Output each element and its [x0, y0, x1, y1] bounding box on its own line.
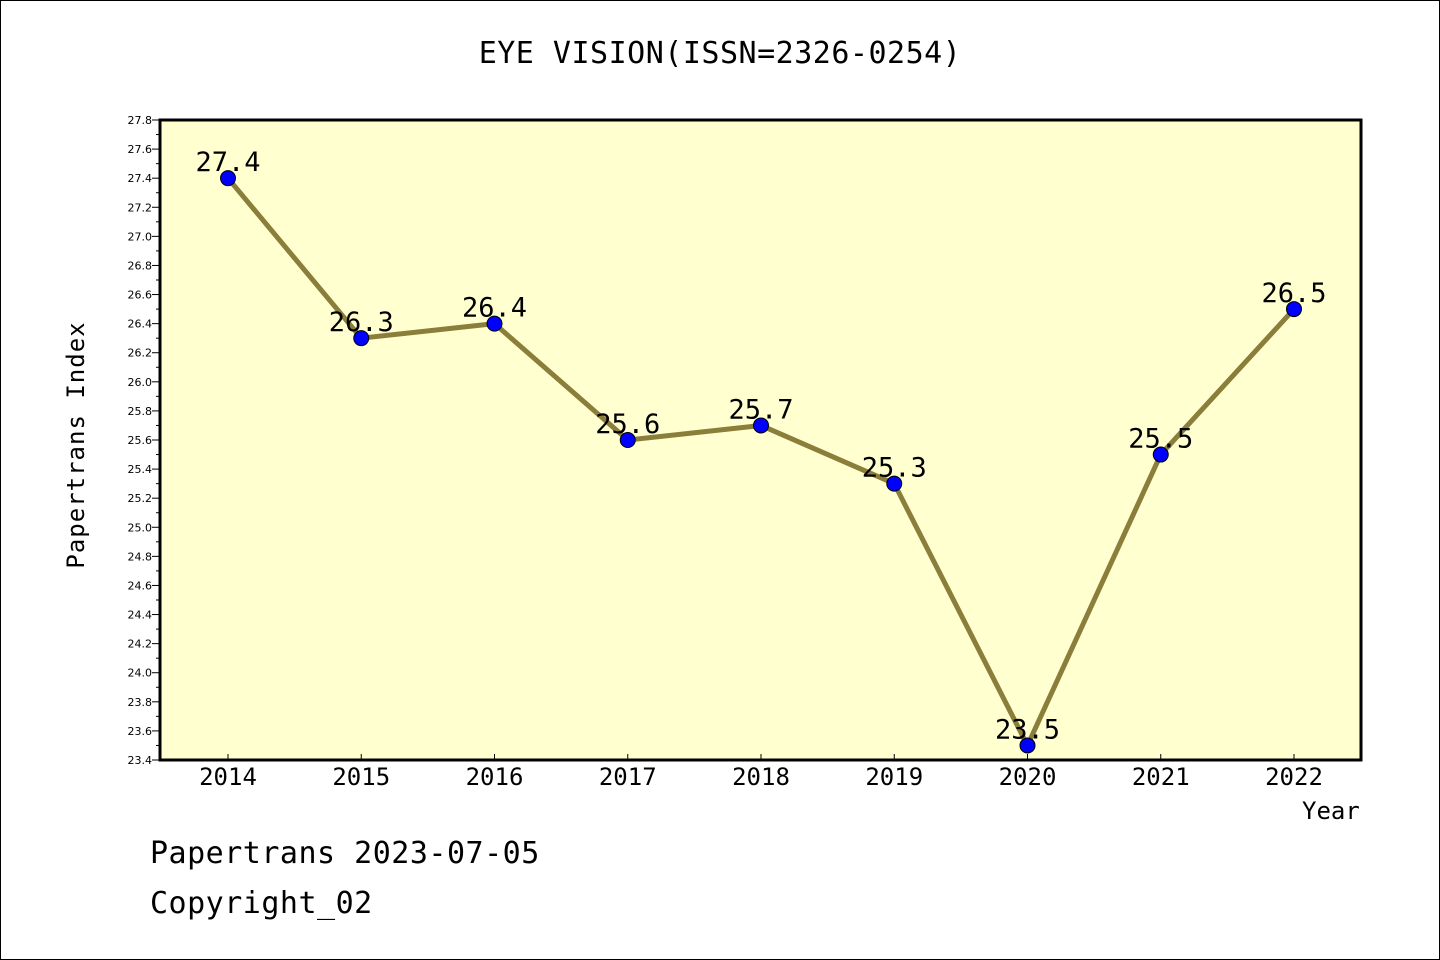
x-axis: 2014 2015 2016 2017 2018 2019 2020 2021 2022 [199, 754, 1323, 791]
footer-date: Papertrans 2023-07-05 [150, 836, 540, 871]
y-tick-label: 23.6 [128, 725, 153, 738]
data-point [753, 417, 769, 434]
y-tick-label: 24.2 [128, 638, 153, 651]
plot-border [158, 118, 1363, 762]
y-tick-label: 26.6 [128, 289, 153, 302]
y-tick-label: 26.2 [128, 347, 153, 360]
data-label: 25.3 [862, 453, 927, 484]
footer-copyright: Copyright_02 [150, 886, 373, 921]
x-tick-label: 2017 [599, 763, 657, 791]
y-tick-label: 25.6 [128, 434, 153, 447]
data-label: 23.5 [995, 714, 1060, 745]
data-label: 25.5 [1128, 424, 1193, 455]
x-tick-label: 2015 [332, 763, 390, 791]
data-point [486, 315, 503, 332]
data-point [619, 432, 636, 448]
y-tick-label: 26.0 [128, 376, 153, 389]
data-label: 25.7 [728, 394, 793, 425]
x-tick-label: 2016 [466, 763, 524, 791]
x-tick-label: 2021 [1132, 763, 1190, 791]
x-tick-label: 2019 [865, 763, 923, 791]
y-tick-label: 24.4 [128, 609, 153, 622]
data-point [1286, 301, 1302, 318]
y-tick-label: 26.4 [128, 318, 153, 331]
y-tick-label: 27.0 [128, 230, 153, 243]
y-tick-label: 27.4 [128, 172, 153, 185]
data-point [886, 475, 903, 492]
plot-area [160, 120, 1361, 760]
y-tick-label: 24.8 [128, 550, 153, 563]
data-label: 27.4 [195, 147, 260, 178]
data-label: 25.6 [595, 409, 660, 440]
chart-title: EYE VISION(ISSN=2326-0254) [478, 36, 962, 71]
y-tick-label: 23.8 [128, 696, 153, 709]
y-tick-label: 26.8 [128, 259, 153, 272]
y-tick-label: 24.6 [128, 579, 153, 592]
y-tick-label: 27.8 [128, 114, 153, 127]
x-tick-label: 2020 [999, 763, 1057, 791]
data-point [1019, 737, 1036, 754]
y-tick-label: 25.8 [128, 405, 153, 418]
x-tick-label: 2022 [1265, 763, 1323, 791]
data-point [1152, 446, 1169, 463]
y-tick-label: 24.0 [128, 667, 153, 680]
y-tick-label: 25.2 [128, 492, 153, 505]
series-line-group: 27.4 26.3 26.4 25.6 25.7 25.3 23.5 25.5 26.5 [195, 147, 1327, 754]
x-tick-label: 2014 [199, 763, 257, 791]
y-tick-label: 27.6 [128, 143, 153, 156]
data-point [353, 330, 370, 347]
y-tick-label: 23.4 [128, 754, 153, 767]
data-label: 26.5 [1261, 278, 1326, 309]
x-axis-label: Year [1302, 797, 1360, 825]
data-label: 26.3 [329, 307, 394, 338]
y-axis: 23.4 23.6 23.8 24.0 24.2 24.4 24.6 24.8 25.0 25.2… [128, 114, 160, 767]
data-label: 26.4 [462, 293, 527, 324]
y-tick-label: 27.2 [128, 201, 153, 214]
data-point [220, 170, 236, 187]
y-tick-label: 25.0 [128, 521, 153, 534]
x-tick-label: 2018 [732, 763, 790, 791]
y-tick-label: 25.4 [128, 463, 153, 476]
